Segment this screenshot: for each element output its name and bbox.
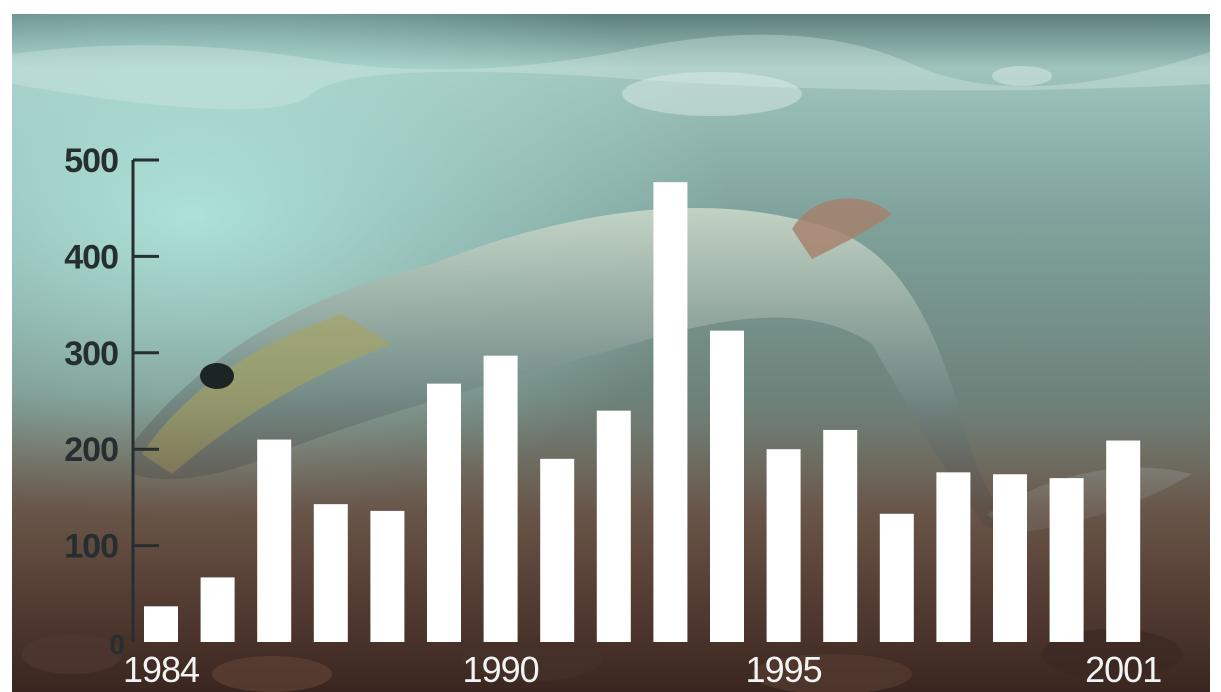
y-tick-label: 500 <box>64 142 118 180</box>
bar-1986 <box>257 439 292 642</box>
x-tick-label-1990: 1990 <box>463 649 539 690</box>
y-tick-label: 100 <box>64 528 118 566</box>
bar-1990 <box>483 355 518 642</box>
bar-1996 <box>823 429 858 642</box>
bar-1994 <box>710 330 744 642</box>
y-tick-label: 0 <box>109 629 124 660</box>
bar-1987 <box>313 504 348 642</box>
x-tick-label-1995: 1995 <box>746 649 822 690</box>
bar-1997 <box>879 513 914 642</box>
bar-1984 <box>144 606 178 642</box>
x-tick-label-2001: 2001 <box>1085 649 1161 690</box>
bar-1999 <box>993 474 1027 642</box>
x-tick-label-1984: 1984 <box>123 649 199 690</box>
bars <box>144 182 1141 642</box>
bar-2001 <box>1106 440 1141 642</box>
bar-1993 <box>653 182 688 642</box>
bar-1992 <box>596 410 631 642</box>
bar-1991 <box>540 458 575 642</box>
x-axis-labels: 1984 1990 1995 2001 <box>123 649 1162 690</box>
bar-2000 <box>1049 478 1084 642</box>
y-tick-label: 400 <box>64 238 118 276</box>
bar-1989 <box>427 383 461 642</box>
bar-1988 <box>370 510 405 642</box>
bar-1998 <box>936 472 971 642</box>
bar-1995 <box>766 449 801 642</box>
bar-1985 <box>200 577 235 642</box>
y-tick-label: 200 <box>64 431 118 469</box>
y-tick-label: 300 <box>64 335 118 373</box>
y-axis: 0 100 200 300 400 500 <box>64 142 159 660</box>
